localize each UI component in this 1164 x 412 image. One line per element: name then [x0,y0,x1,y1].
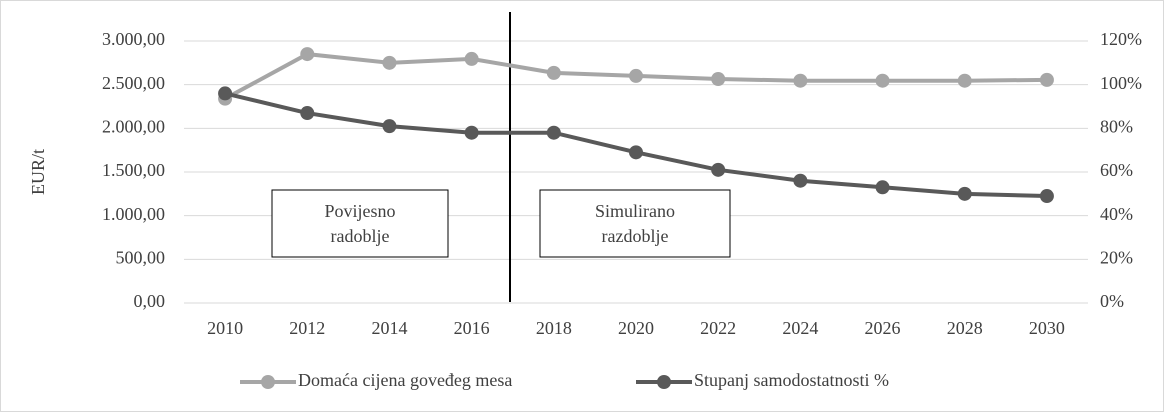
x-tick-label: 2022 [700,318,736,338]
legend-marker [261,375,275,389]
y2-tick-label: 20% [1100,247,1133,267]
y-tick-label: 1.500,00 [102,160,165,180]
x-tick-label: 2024 [782,318,818,338]
annotation-box [539,189,731,258]
y-tick-label: 500,00 [116,247,166,267]
y2-tick-label: 80% [1100,116,1133,136]
x-tick-label: 2028 [947,318,983,338]
x-tick-label: 2030 [1029,318,1065,338]
point [300,47,315,62]
y2-tick-label: 0% [1100,291,1124,311]
x-tick-label: 2012 [289,318,325,338]
x-tick-label: 2020 [618,318,654,338]
point [1039,189,1054,204]
point [218,86,233,101]
annotation: radoblje [331,226,390,246]
x-tick-label: 2010 [207,318,243,338]
x-tick-label: 2014 [371,318,407,338]
legend-label: Domaća cijena goveđeg mesa [298,370,512,390]
y-tick-label: 2.000,00 [102,116,165,136]
x-tick-label: 2016 [454,318,490,338]
point [464,51,479,66]
y-tick-label: 0,00 [134,291,166,311]
point [629,145,643,160]
point [464,125,479,140]
y2-tick-label: 100% [1100,73,1142,93]
point [629,68,643,83]
point [957,73,972,88]
point [711,71,726,86]
annotation: razdoblje [602,226,669,246]
annotation-box [271,189,449,258]
point [957,186,972,201]
y-tick-label: 2.500,00 [102,73,165,93]
point [300,106,315,121]
point [546,65,561,80]
annotation: Povijesno [324,201,395,221]
point [711,162,726,177]
y-tick-label: 1.000,00 [102,204,165,224]
y-tick-label: 3.000,00 [102,29,165,49]
x-tick-label: 2026 [865,318,901,338]
y2-tick-label: 40% [1100,204,1133,224]
point [1039,72,1054,87]
annotation: Simulirano [595,201,675,221]
y2-tick-label: 120% [1100,29,1142,49]
point [382,55,397,70]
point [793,173,808,188]
point [793,73,808,88]
y2-tick-label: 60% [1100,160,1133,180]
point [875,73,890,88]
x-tick-label: 2018 [536,318,572,338]
point [546,125,561,140]
y-axis-label: EUR/t [28,149,48,195]
legend-marker [657,375,671,389]
point [382,119,397,134]
legend-label: Stupanj samodostatnosti % [694,370,889,390]
point [875,180,890,195]
